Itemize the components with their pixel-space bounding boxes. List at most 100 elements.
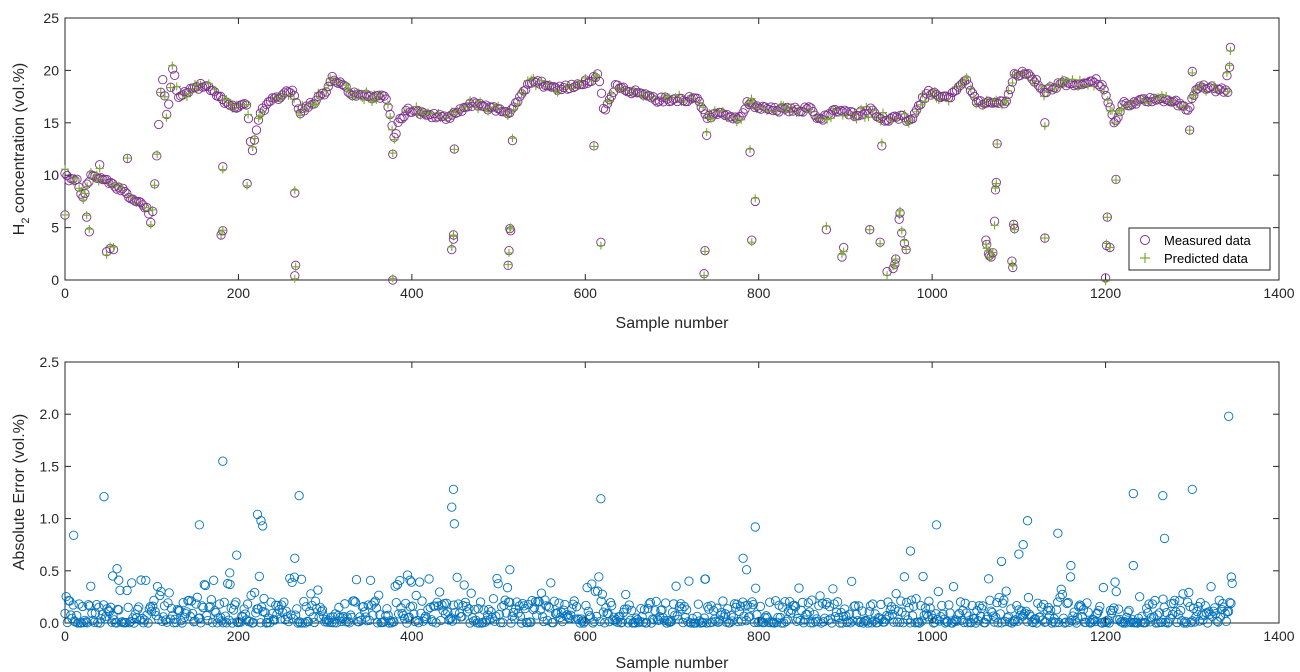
error-point [967, 600, 977, 611]
error-point [639, 605, 650, 615]
measured-point [891, 254, 901, 264]
predicted-point [150, 181, 159, 190]
error-point [292, 604, 302, 614]
error-point [1013, 616, 1023, 626]
predicted-point [992, 179, 1001, 188]
error-point [575, 618, 585, 628]
error-point [932, 614, 942, 625]
error-point [306, 589, 316, 599]
x-tick-label: 800 [747, 628, 771, 644]
error-point [1041, 617, 1051, 627]
predicted-point [386, 113, 395, 122]
error-point [1123, 607, 1133, 617]
error-point [466, 588, 476, 598]
error-point [141, 575, 151, 586]
error-point [736, 616, 747, 626]
error-point [665, 617, 675, 627]
error-point [857, 606, 867, 616]
predicted-point [1111, 176, 1120, 185]
predicted-point [242, 100, 251, 109]
error-point [917, 616, 927, 626]
error-point [515, 611, 526, 622]
legend-measured-label: Measured data [1164, 233, 1251, 248]
error-point [1056, 584, 1066, 594]
error-point [1095, 601, 1105, 612]
error-point [143, 618, 153, 628]
error-point [461, 601, 472, 612]
error-point [361, 612, 371, 622]
error-point [609, 612, 619, 622]
error-point [1221, 616, 1231, 626]
measured-point [909, 108, 920, 118]
error-point [592, 586, 603, 596]
error-point [1184, 587, 1194, 598]
predicted-point [751, 194, 760, 203]
error-point [402, 570, 413, 580]
error-point [578, 618, 589, 628]
error-point [432, 597, 442, 607]
error-point [164, 588, 174, 598]
y-tick-label: 10 [43, 167, 59, 183]
error-point [814, 601, 824, 611]
error-point [1180, 616, 1190, 627]
error-point [1163, 618, 1173, 628]
error-point [190, 616, 200, 626]
measured-point [291, 97, 302, 108]
error-point [597, 589, 607, 599]
error-point [405, 575, 415, 585]
error-point [1113, 604, 1124, 614]
error-point [447, 502, 457, 512]
error-point [474, 618, 485, 628]
error-point [727, 616, 737, 626]
error-point [596, 494, 606, 504]
predicted-point [162, 113, 171, 122]
y-tick-label: 2.0 [40, 406, 60, 422]
x-ticks-top: 0 200 400 600 800 1000 1200 1400 [61, 18, 1295, 301]
error-point [1057, 589, 1068, 600]
error-point [505, 597, 515, 608]
error-point [872, 617, 883, 628]
predicted-point [607, 89, 616, 98]
predicted-point [1188, 68, 1197, 77]
measured-point [1040, 233, 1050, 243]
error-point [1053, 597, 1063, 607]
error-point [797, 597, 808, 608]
error-point [651, 596, 661, 607]
error-point [112, 564, 122, 574]
error-point [1007, 618, 1017, 628]
error-point [240, 609, 250, 619]
error-point [1177, 616, 1187, 626]
error-point [1001, 586, 1011, 596]
error-point [1227, 578, 1237, 588]
y-tick-label: 0.0 [40, 615, 60, 631]
measured-point [1221, 85, 1231, 95]
error-point [748, 599, 758, 610]
plot-area-top [64, 17, 1280, 281]
error-point [249, 587, 260, 598]
error-point [907, 611, 918, 621]
error-point [834, 612, 844, 623]
error-point [918, 571, 928, 582]
error-point [150, 606, 160, 617]
error-point [1115, 614, 1125, 625]
error-point [746, 602, 756, 613]
error-point [897, 607, 907, 617]
error-point [221, 618, 232, 628]
error-point [177, 618, 187, 628]
error-point [1062, 598, 1072, 609]
error-point [635, 616, 645, 626]
error-point [1128, 488, 1138, 499]
error-point [316, 606, 327, 617]
measured-point [836, 105, 846, 116]
predicted-point [864, 113, 873, 122]
error-point [542, 615, 552, 626]
error-point [851, 609, 862, 620]
error-point [179, 612, 190, 623]
error-point [196, 618, 206, 628]
error-point [866, 618, 877, 628]
error-point [219, 597, 229, 607]
predicted-point [248, 143, 257, 152]
error-point [1046, 605, 1056, 616]
error-point [1205, 609, 1215, 619]
error-point [1140, 617, 1151, 628]
